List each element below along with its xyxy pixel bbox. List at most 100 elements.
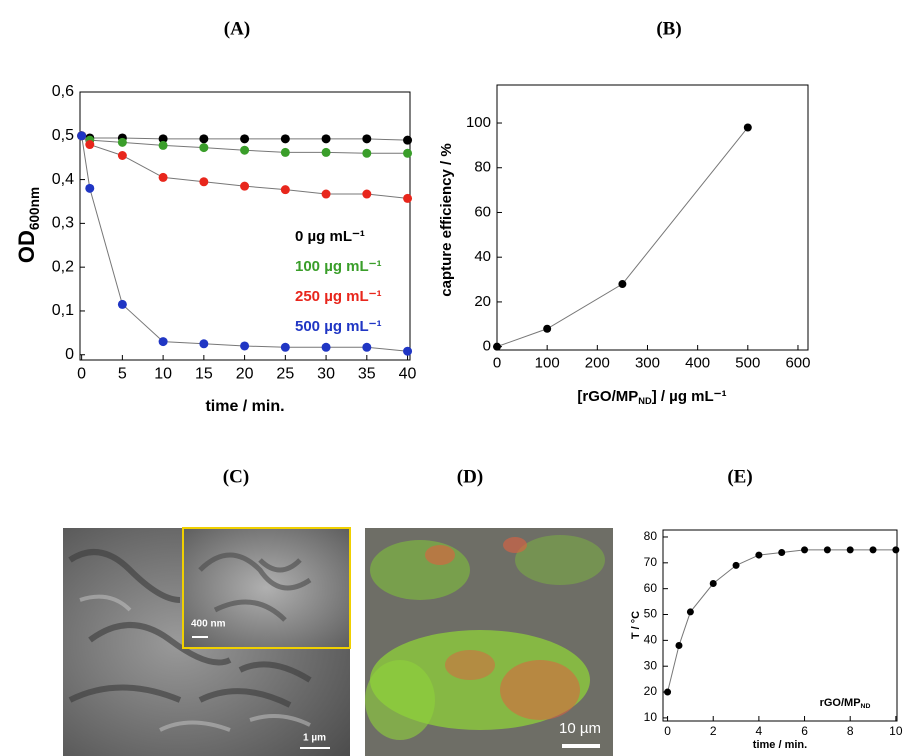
data-point bbox=[199, 339, 208, 348]
y-tick-label: 0,4 bbox=[52, 171, 74, 188]
data-point bbox=[240, 146, 249, 155]
data-point bbox=[240, 341, 249, 350]
y-tick-label: 20 bbox=[474, 293, 491, 310]
data-point bbox=[281, 148, 290, 157]
data-point bbox=[281, 134, 290, 143]
y-tick-label: 0 bbox=[65, 346, 74, 363]
scale-label: 1 µm bbox=[303, 733, 326, 744]
data-point bbox=[118, 151, 127, 160]
legend-entry: 0 µg mL⁻¹ bbox=[295, 228, 365, 245]
annotation-part: ND bbox=[861, 703, 871, 710]
data-point bbox=[118, 300, 127, 309]
y-tick-label: 0,2 bbox=[52, 258, 74, 275]
fluorescence-image: 10 µm bbox=[365, 528, 613, 756]
x-tick-label: 25 bbox=[276, 366, 294, 383]
x-axis-label: [rGO/MPND] / µg mL⁻¹ bbox=[577, 388, 726, 406]
data-point bbox=[403, 194, 412, 203]
x-tick-label: 5 bbox=[118, 366, 127, 383]
x-tick-label: 2 bbox=[710, 724, 717, 738]
data-point bbox=[664, 689, 671, 696]
data-point bbox=[362, 134, 371, 143]
y-tick-label: 10 bbox=[644, 710, 658, 724]
data-point bbox=[159, 141, 168, 150]
data-point bbox=[240, 182, 249, 191]
data-point bbox=[199, 143, 208, 152]
data-point bbox=[118, 138, 127, 147]
data-point bbox=[733, 562, 740, 569]
y-tick-label: 0,3 bbox=[52, 215, 74, 232]
data-point bbox=[824, 546, 831, 553]
data-point bbox=[362, 343, 371, 352]
data-point bbox=[710, 580, 717, 587]
data-point bbox=[493, 343, 501, 351]
data-point bbox=[618, 280, 626, 288]
x-tick-label: 30 bbox=[317, 366, 335, 383]
data-point bbox=[403, 149, 412, 158]
data-point bbox=[322, 148, 331, 157]
x-tick-label: 0 bbox=[664, 724, 671, 738]
data-point bbox=[281, 185, 290, 194]
y-tick-label: 0 bbox=[483, 338, 491, 355]
data-point bbox=[755, 552, 762, 559]
y-tick-label: 100 bbox=[466, 114, 491, 131]
y-axis-label: OD600nm bbox=[14, 187, 42, 263]
data-point bbox=[85, 140, 94, 149]
legend-entry: 250 µg mL⁻¹ bbox=[295, 288, 382, 305]
y-tick-label: 40 bbox=[474, 248, 491, 265]
x-axis-label: time / min. bbox=[753, 739, 807, 751]
data-point bbox=[687, 608, 694, 615]
x-axis-label-part: [rGO/MP bbox=[577, 388, 638, 405]
panel-label: (A) bbox=[224, 18, 250, 39]
legend-entry: 100 µg mL⁻¹ bbox=[295, 258, 382, 275]
y-tick-label: 70 bbox=[644, 555, 658, 569]
data-point bbox=[744, 123, 752, 131]
x-tick-label: 100 bbox=[535, 354, 560, 371]
data-point bbox=[362, 149, 371, 158]
panel-label: (D) bbox=[457, 466, 483, 487]
data-point bbox=[675, 642, 682, 649]
data-point bbox=[847, 546, 854, 553]
annotation-part: rGO/MP bbox=[820, 697, 861, 709]
plot-frame bbox=[663, 530, 897, 721]
x-tick-label: 600 bbox=[785, 354, 810, 371]
y-axis-label-part: OD bbox=[14, 230, 39, 263]
x-tick-label: 0 bbox=[77, 366, 86, 383]
data-point bbox=[281, 343, 290, 352]
x-tick-label: 15 bbox=[195, 366, 213, 383]
x-tick-label: 40 bbox=[399, 366, 417, 383]
y-tick-label: 40 bbox=[644, 633, 658, 647]
panel-label: (C) bbox=[223, 466, 249, 487]
data-point bbox=[240, 134, 249, 143]
y-tick-label: 80 bbox=[644, 529, 658, 543]
y-tick-label: 80 bbox=[474, 159, 491, 176]
data-point bbox=[159, 337, 168, 346]
y-tick-label: 60 bbox=[644, 581, 658, 595]
annotation: rGO/MPND bbox=[820, 697, 871, 710]
x-tick-label: 400 bbox=[685, 354, 710, 371]
data-point bbox=[892, 546, 899, 553]
data-point bbox=[199, 177, 208, 186]
y-tick-label: 0,6 bbox=[52, 83, 74, 100]
x-axis-label-part: ND bbox=[638, 396, 652, 406]
plot-frame bbox=[497, 85, 808, 350]
x-tick-label: 0 bbox=[493, 354, 501, 371]
y-tick-label: 60 bbox=[474, 203, 491, 220]
x-tick-label: 10 bbox=[154, 366, 172, 383]
x-tick-label: 4 bbox=[756, 724, 763, 738]
y-tick-label: 30 bbox=[644, 658, 658, 672]
y-axis-label: capture efficiency / % bbox=[438, 143, 455, 296]
y-tick-label: 50 bbox=[644, 607, 658, 621]
x-tick-label: 500 bbox=[735, 354, 760, 371]
data-point bbox=[199, 134, 208, 143]
y-tick-label: 0,5 bbox=[52, 127, 74, 144]
legend-entry: 500 µg mL⁻¹ bbox=[295, 318, 382, 335]
y-axis-label: T / °C bbox=[630, 611, 642, 639]
x-tick-label: 35 bbox=[358, 366, 376, 383]
x-tick-label: 200 bbox=[585, 354, 610, 371]
data-point bbox=[403, 347, 412, 356]
data-point bbox=[870, 546, 877, 553]
x-tick-label: 300 bbox=[635, 354, 660, 371]
data-point bbox=[403, 136, 412, 145]
y-tick-label: 0,1 bbox=[52, 302, 74, 319]
y-tick-label: 20 bbox=[644, 684, 658, 698]
